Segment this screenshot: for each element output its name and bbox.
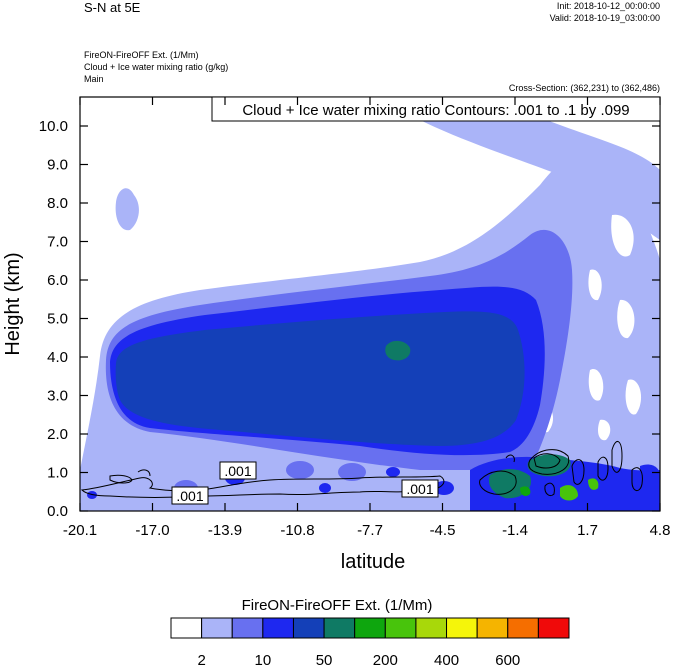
x-axis-label: latitude [341, 551, 406, 573]
colorbar-swatch [354, 617, 386, 639]
colorbar-swatch [537, 617, 570, 639]
colorbar-label: 10 [254, 652, 272, 669]
y-tick-label: 4.0 [47, 349, 68, 366]
y-tick-label: 2.0 [47, 426, 68, 443]
cross-section-label: Cross-Section: (362,231) to (362,486) [508, 83, 660, 93]
x-tick-label: 4.8 [650, 522, 671, 539]
x-tick-label: -13.9 [208, 522, 242, 539]
contour-value-label: .001 [224, 463, 251, 479]
y-tick-label: 8.0 [47, 195, 68, 212]
ext-field-400 [560, 485, 578, 501]
axis-ticks: -20.1 -17.0 -13.9 -10.8 -7.7 -4.5 -1.4 1.7 4.8 0.… [39, 97, 671, 539]
x-tick-label: 1.7 [577, 522, 598, 539]
x-tick-label: -10.8 [280, 522, 314, 539]
colorbar-label: 2 [197, 652, 206, 669]
plot-title: S-N at 5E [84, 0, 141, 15]
ext-field-200 [385, 340, 411, 361]
colorbar-label: 200 [372, 652, 398, 669]
colorbar-swatch [292, 617, 325, 639]
extinction-field [80, 99, 660, 511]
contour-value-labels: .001 .001 .001 [171, 461, 439, 505]
y-tick-label: 9.0 [47, 157, 68, 174]
y-tick-label: 7.0 [47, 234, 68, 251]
colorbar-label: 400 [434, 652, 460, 669]
y-tick-label: 3.0 [47, 388, 68, 405]
contour-value-box [219, 461, 257, 480]
ext-field-100 [115, 311, 525, 446]
contour-value-label: .001 [406, 481, 433, 497]
colorbar-label: 50 [315, 652, 333, 669]
y-axis-label: Height (km) [2, 252, 24, 355]
ext-field-2-blob [115, 188, 139, 231]
x-tick-label: -20.1 [63, 522, 97, 539]
ext-field-2-blob [585, 199, 607, 231]
colorbar-swatch [323, 617, 356, 639]
contour-value-label: .001 [176, 488, 203, 504]
x-tick-label: -7.7 [357, 522, 383, 539]
colorbar-swatch [262, 617, 294, 639]
colorbar-swatch [415, 617, 448, 639]
colorbar-swatch [201, 617, 233, 639]
ext-field-50 [640, 464, 660, 501]
colorbar-swatch [476, 617, 509, 639]
y-tick-label: 5.0 [47, 311, 68, 328]
y-tick-label: 10.0 [39, 118, 68, 135]
colorbar-swatch [384, 617, 417, 639]
contour-label-box [211, 96, 661, 122]
colorbar [170, 617, 570, 639]
ext-field-400 [520, 486, 531, 496]
ext-field-400 [588, 478, 599, 490]
colorbar-swatch [231, 617, 264, 639]
contour-value-box [401, 479, 439, 498]
y-tick-label: 6.0 [47, 272, 68, 289]
ext-field-2-upper [410, 99, 660, 240]
x-tick-label: -1.4 [502, 522, 528, 539]
field-line-1: FireON-FireOFF Ext. (1/Mm) [84, 50, 199, 60]
colorbar-swatch [170, 617, 203, 639]
y-tick-label: 0.0 [47, 503, 68, 520]
colorbar-title: FireON-FireOFF Ext. (1/Mm) [241, 597, 433, 614]
colorbar-swatch [507, 617, 539, 639]
y-tick-label: 1.0 [47, 465, 68, 482]
contour-value-box [171, 486, 209, 505]
valid-time: Valid: 2018-10-19_03:00:00 [549, 13, 660, 23]
x-tick-label: -17.0 [135, 522, 169, 539]
field-line-2: Cloud + Ice water mixing ratio (g/kg) [84, 62, 229, 72]
init-time: Init: 2018-10-12_00:00:00 [556, 1, 660, 11]
contour-label: Cloud + Ice water mixing ratio Contours:… [242, 102, 629, 119]
colorbar-label: 600 [495, 652, 521, 669]
field-line-3: Main [84, 74, 104, 84]
x-tick-label: -4.5 [430, 522, 456, 539]
colorbar-swatch [446, 617, 478, 639]
